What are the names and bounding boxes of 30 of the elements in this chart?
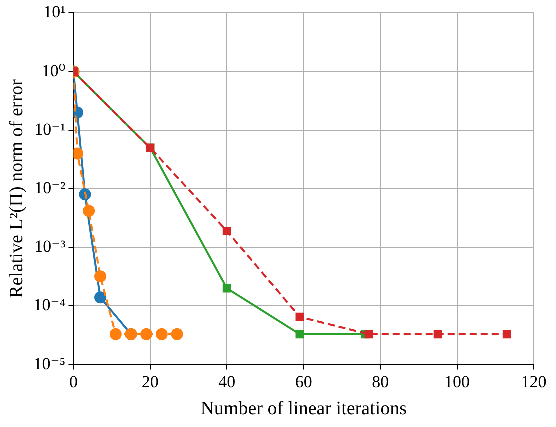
x-tick-label: 60 [295, 372, 312, 392]
x-tick-label: 20 [142, 372, 159, 392]
y-axis-title: Relative L²(Π) norm of error [6, 78, 28, 298]
point [171, 328, 184, 340]
y-tick-label: 10¹ [44, 2, 66, 22]
point [434, 330, 442, 339]
y-tick-label: 10⁻² [34, 178, 66, 198]
x-tick-label: 40 [218, 372, 236, 392]
point [364, 330, 374, 339]
y-tick-label: 10⁰ [42, 61, 66, 80]
point [222, 284, 232, 293]
point [296, 312, 304, 322]
point [110, 328, 122, 340]
y-tick-label: 10⁻¹ [34, 120, 66, 139]
y-tick-label: 10⁻³ [34, 237, 66, 256]
point [296, 330, 304, 339]
x-tick-label: 120 [521, 372, 547, 392]
point [94, 292, 107, 304]
x-tick-label: 100 [444, 372, 470, 392]
x-axis-title: Number of linear iterations [200, 398, 407, 420]
point [502, 330, 512, 339]
point [222, 227, 232, 236]
point [94, 270, 107, 283]
y-tick-label: 10⁻⁴ [34, 296, 66, 315]
point [156, 328, 168, 340]
y-tick-label: 10⁻⁵ [34, 354, 66, 374]
point [83, 205, 96, 218]
x-tick-label: 0 [69, 372, 78, 392]
point [140, 328, 153, 340]
x-tick-label: 80 [372, 372, 390, 392]
